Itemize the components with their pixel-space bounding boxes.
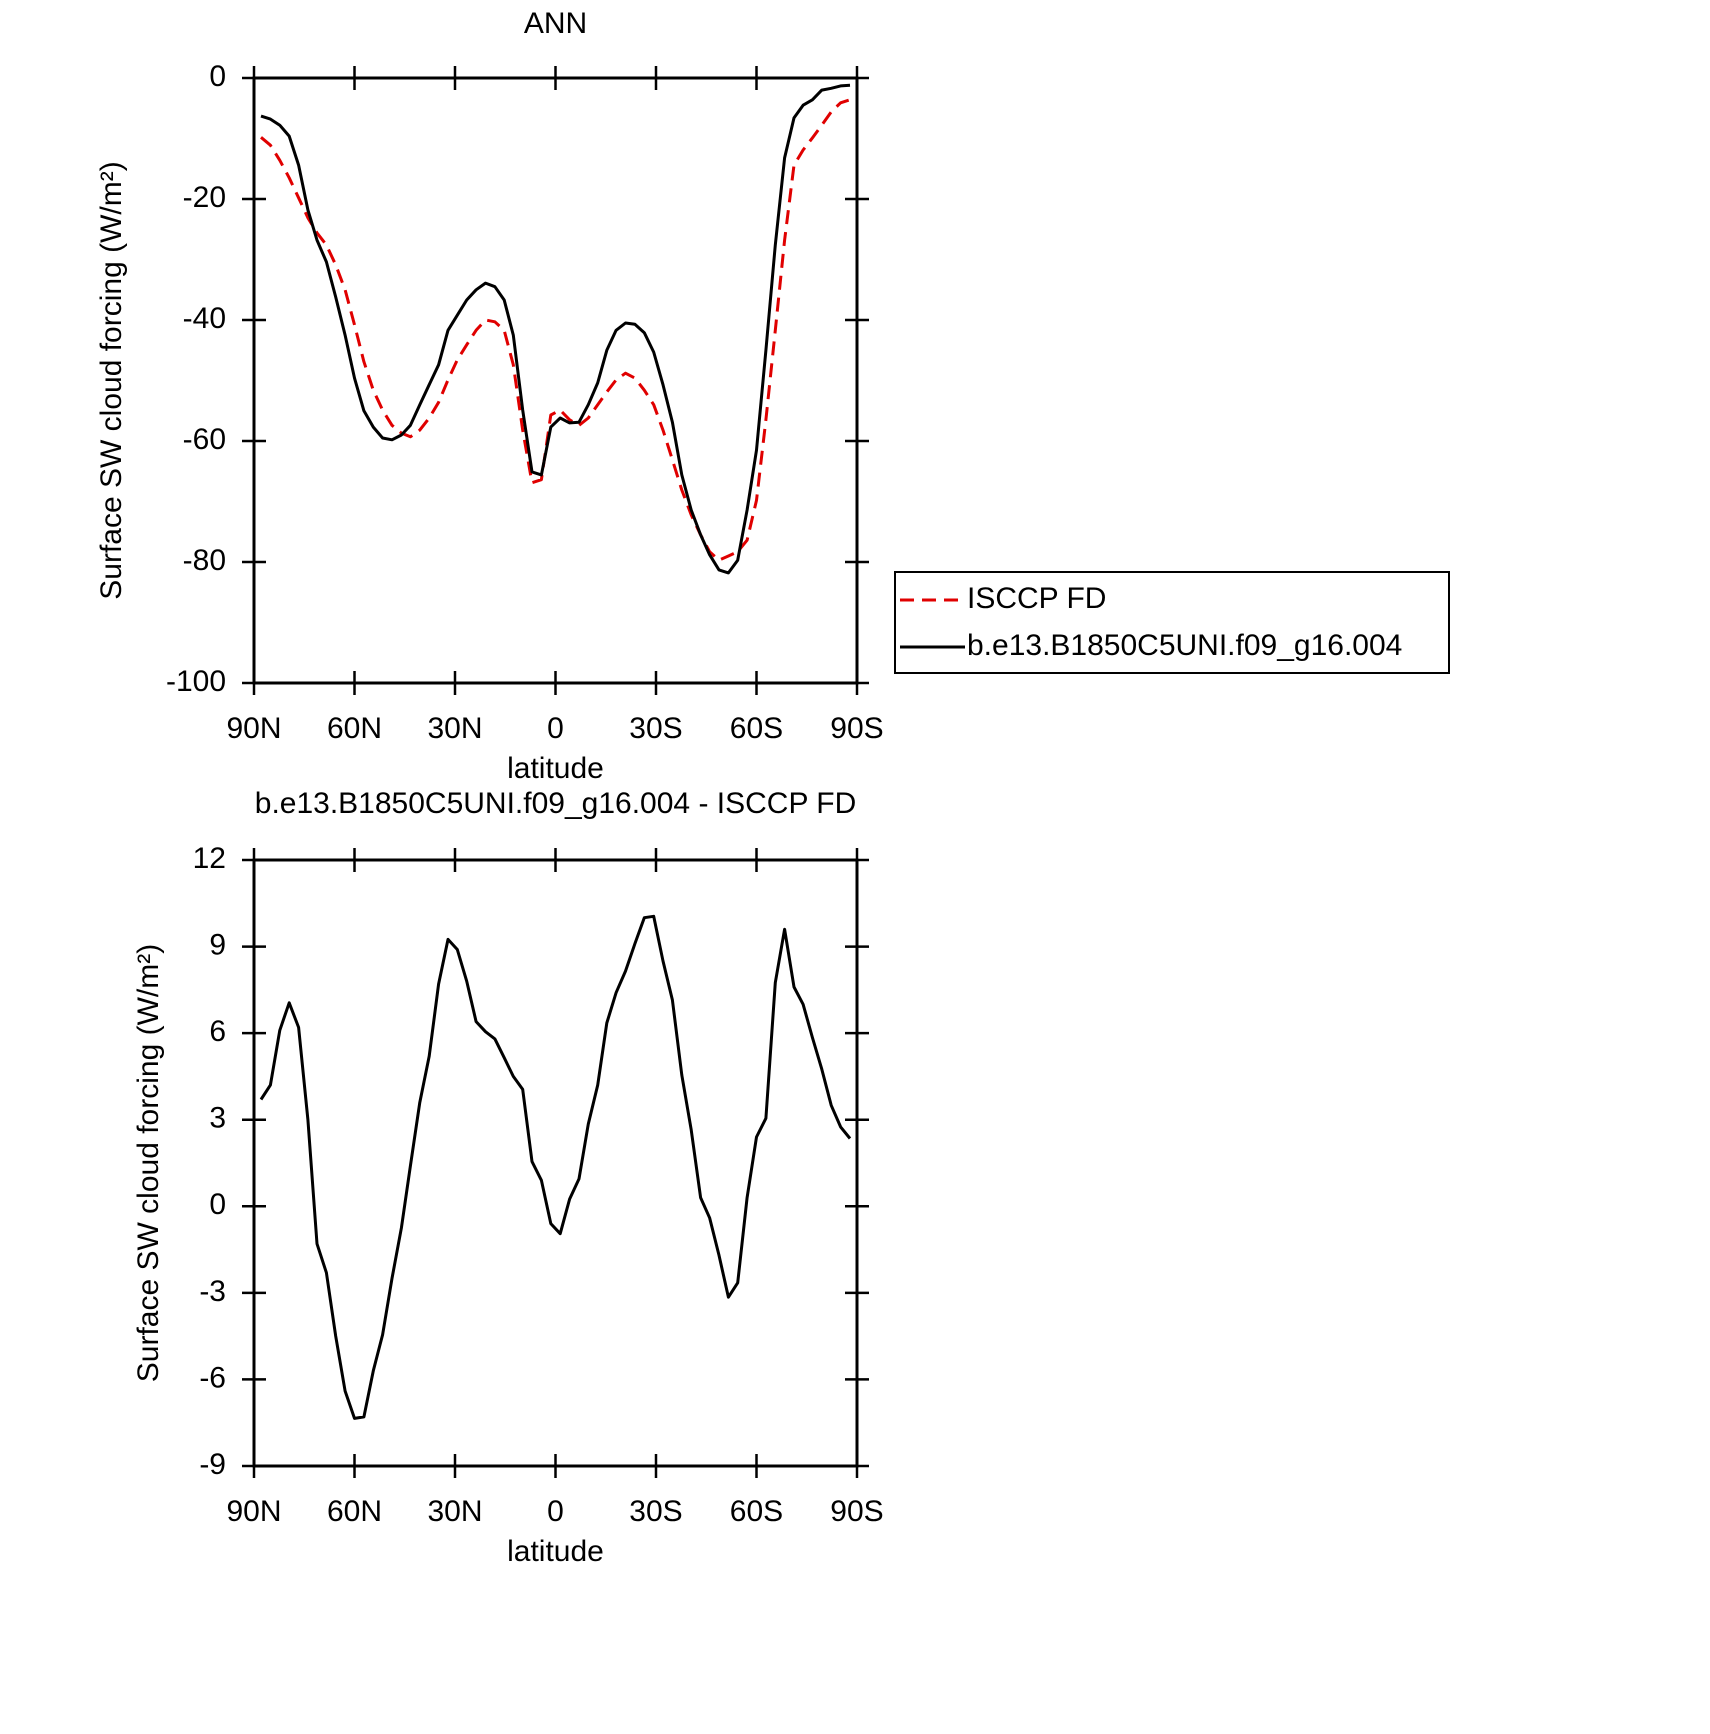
x-tick-label: 90N: [226, 712, 281, 745]
x-tick-label: 30S: [629, 1495, 682, 1528]
y-tick-label: -40: [183, 302, 226, 335]
x-axis-label: latitude: [507, 752, 604, 785]
plot-frame: [252, 76, 859, 685]
y-tick-label: -9: [199, 1448, 226, 1481]
x-tick-label: 60N: [327, 712, 382, 745]
y-tick-label: 6: [209, 1015, 226, 1048]
data-line: [260, 83, 851, 575]
legend-box: [894, 571, 1450, 674]
x-tick-label: 30N: [427, 1495, 482, 1528]
x-tick-label: 30N: [427, 712, 482, 745]
x-tick-label: 60S: [730, 712, 783, 745]
y-axis-label: Surface SW cloud forcing (W/m²): [132, 944, 165, 1382]
legend-label: ISCCP FD: [967, 582, 1106, 615]
y-tick-label: -80: [183, 544, 226, 577]
data-line: [260, 98, 851, 562]
y-tick-label: -100: [166, 665, 226, 698]
y-tick-label: -6: [199, 1361, 226, 1394]
y-tick-label: 9: [209, 928, 226, 961]
y-tick-label: -60: [183, 423, 226, 456]
x-tick-label: 0: [547, 712, 564, 745]
y-tick-label: 0: [209, 60, 226, 93]
y-tick-label: -20: [183, 181, 226, 214]
y-tick-label: 3: [209, 1102, 226, 1135]
x-tick-label: 90S: [830, 712, 883, 745]
x-tick-label: 30S: [629, 712, 682, 745]
y-tick-label: 12: [193, 842, 226, 875]
legend-label: b.e13.B1850C5UNI.f09_g16.004: [967, 629, 1402, 662]
x-tick-label: 0: [547, 1495, 564, 1528]
x-tick-label: 90S: [830, 1495, 883, 1528]
data-line: [259, 914, 852, 1420]
chart-title: ANN: [524, 7, 587, 40]
y-tick-label: -3: [199, 1275, 226, 1308]
chart-title: b.e13.B1850C5UNI.f09_g16.004 - ISCCP FD: [255, 787, 856, 820]
plot-frame: [252, 858, 859, 1468]
y-tick-label: 0: [209, 1188, 226, 1221]
x-tick-label: 60S: [730, 1495, 783, 1528]
x-axis-label: latitude: [507, 1535, 604, 1568]
x-tick-label: 90N: [226, 1495, 281, 1528]
y-axis-label: Surface SW cloud forcing (W/m²): [95, 161, 128, 599]
x-tick-label: 60N: [327, 1495, 382, 1528]
